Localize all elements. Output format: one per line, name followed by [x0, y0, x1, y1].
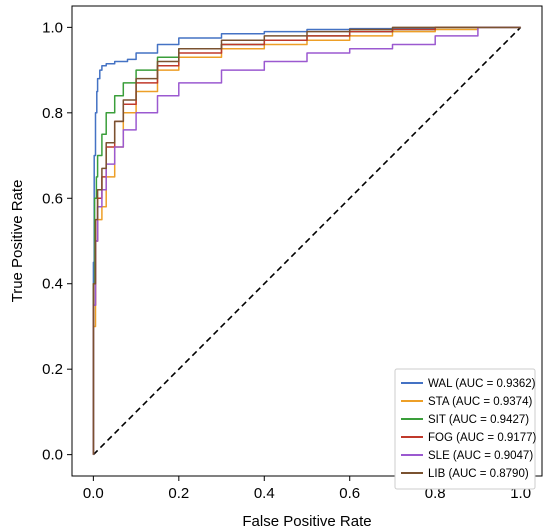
- x-tick-label: 0.2: [168, 485, 189, 502]
- legend-box: [394, 368, 536, 490]
- y-axis-ticks: 0.0 0.2 0.4 0.6 0.8 1.0: [42, 19, 72, 464]
- reference-diagonal-line: [92, 26, 522, 456]
- legend-entry: WAL (AUC = 0.9362): [428, 378, 536, 390]
- legend-entry: SIT (AUC = 0.9427): [428, 414, 529, 426]
- y-tick-label: 0.8: [42, 105, 63, 122]
- legend-entry: SLE (AUC = 0.9047): [428, 450, 533, 462]
- plot-frame: [71, 5, 543, 477]
- y-tick-label: 0.2: [42, 361, 63, 378]
- x-axis-label: False Positive Rate: [242, 513, 371, 530]
- x-tick-label: 0.0: [83, 485, 104, 502]
- y-tick-label: 0.6: [42, 190, 63, 207]
- series-line-sle: [92, 26, 521, 455]
- y-tick-label: 0.4: [42, 276, 63, 293]
- legend: WAL (AUC = 0.9362) STA (AUC = 0.9374) SIT …: [394, 368, 536, 490]
- y-axis-label: True Positive Rate: [9, 180, 26, 303]
- legend-entry: LIB (AUC = 0.8790): [428, 468, 529, 480]
- series-layer: [92, 26, 521, 455]
- y-tick-label: 0.0: [42, 447, 63, 464]
- y-tick-label: 1.0: [42, 19, 63, 36]
- x-tick-label: 0.6: [339, 485, 360, 502]
- legend-entry: FOG (AUC = 0.9177): [428, 432, 536, 444]
- reference-line-layer: [92, 26, 522, 456]
- series-line-lib: [92, 26, 521, 455]
- legend-entry: STA (AUC = 0.9374): [428, 396, 532, 408]
- x-tick-label: 0.4: [254, 485, 275, 502]
